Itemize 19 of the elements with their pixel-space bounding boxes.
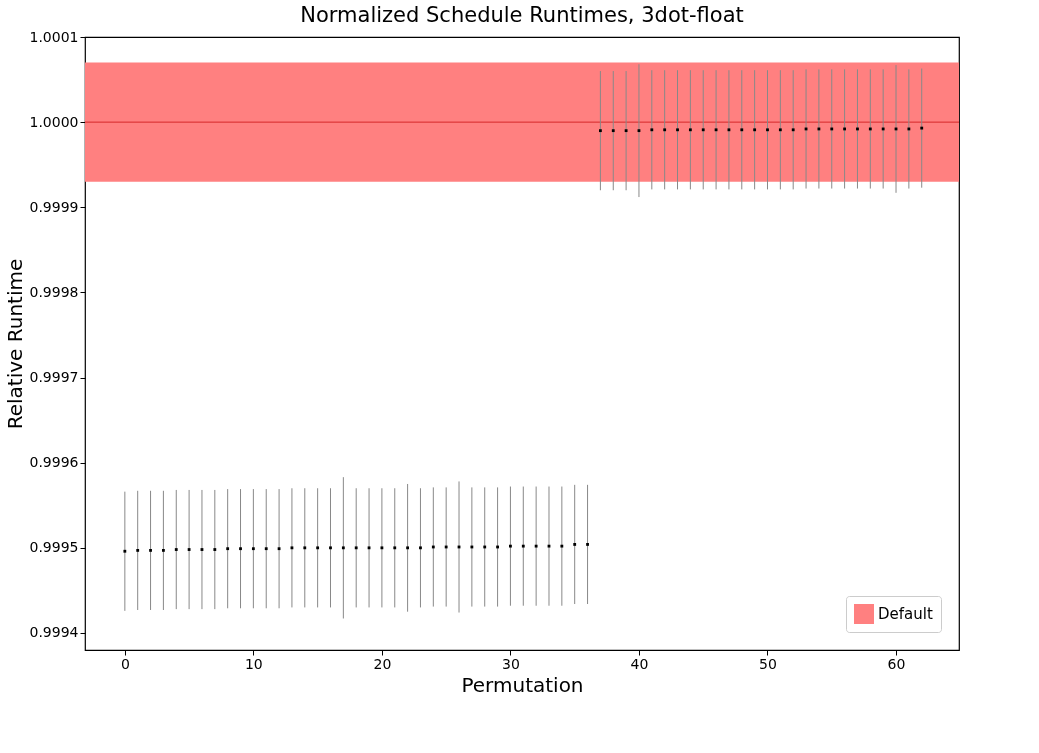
x-tick-label: 60 bbox=[887, 655, 906, 672]
x-tick-label: 30 bbox=[502, 655, 520, 672]
y-tick-label: 0.9997 bbox=[29, 369, 79, 386]
legend-label: Default bbox=[878, 605, 933, 623]
chart-title: Normalized Schedule Runtimes, 3dot-float bbox=[300, 3, 744, 27]
x-tick-label: 10 bbox=[244, 655, 263, 672]
y-tick-label: 0.9995 bbox=[29, 539, 79, 556]
x-tick-label: 20 bbox=[373, 655, 392, 672]
x-tick-label: 0 bbox=[120, 655, 130, 672]
y-tick-label: 1.0000 bbox=[29, 113, 79, 130]
y-tick-label: 0.9994 bbox=[29, 624, 79, 641]
x-tick-label: 50 bbox=[759, 655, 777, 672]
y-tick-label: 1.0001 bbox=[29, 28, 79, 45]
x-axis-title: Permutation bbox=[461, 672, 584, 697]
y-tick-label: 0.9996 bbox=[29, 454, 79, 471]
x-tick-label: 40 bbox=[630, 655, 649, 672]
y-tick-label: 0.9999 bbox=[29, 198, 79, 215]
y-axis-title: Relative Runtime bbox=[2, 258, 27, 430]
y-tick-label: 0.9998 bbox=[29, 283, 79, 300]
